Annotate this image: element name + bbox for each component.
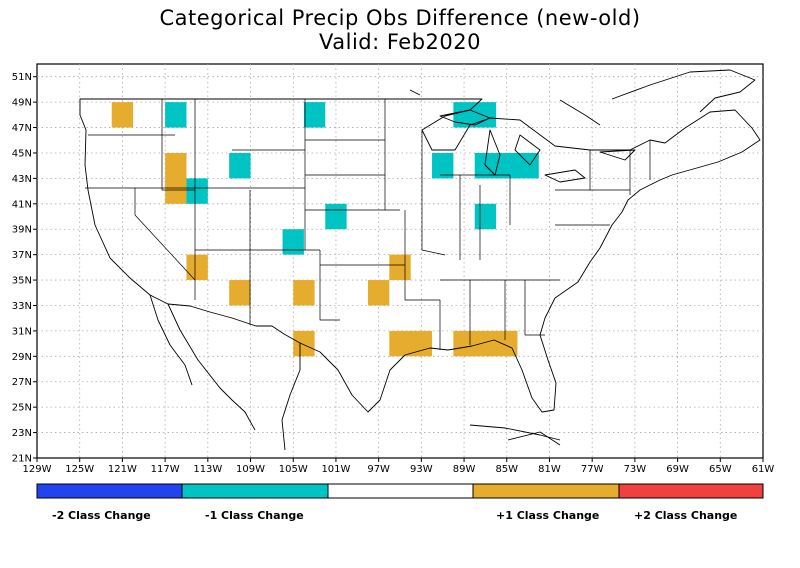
difference-cells xyxy=(111,102,539,357)
difference-cell xyxy=(229,152,251,179)
mexico-coast xyxy=(149,294,561,451)
lat-tick-label: 35N xyxy=(12,276,32,287)
lat-tick-label: 43N xyxy=(12,174,32,185)
difference-cell xyxy=(165,102,187,128)
map-title: Categorical Precip Obs Difference (new-o… xyxy=(159,6,641,30)
difference-cell xyxy=(389,254,411,281)
lat-tick-label: 37N xyxy=(12,250,32,261)
lon-tick-label: 109W xyxy=(236,464,265,475)
axes: 129W 125W 121W 117W 113W 109W 105W 101W 97W 93W 89… xyxy=(12,72,775,475)
lat-tick-label: 33N xyxy=(12,301,32,312)
lon-tick-label: 69W xyxy=(666,464,689,475)
lat-tick-label: 41N xyxy=(12,199,32,210)
difference-cell xyxy=(186,178,208,204)
difference-cell xyxy=(165,152,187,204)
difference-cell xyxy=(474,152,539,179)
difference-cell xyxy=(293,280,315,306)
lat-tick-label: 39N xyxy=(12,225,32,236)
difference-cell xyxy=(432,152,454,179)
lon-tick-label: 61W xyxy=(752,464,775,475)
lon-tick-label: 105W xyxy=(279,464,308,475)
lon-tick-label: 65W xyxy=(709,464,732,475)
colorbar xyxy=(36,483,764,499)
us-outline xyxy=(79,98,761,413)
difference-cell xyxy=(474,203,497,230)
lon-tick-label: 85W xyxy=(495,464,518,475)
lat-tick-label: 25N xyxy=(12,403,32,414)
difference-cell xyxy=(325,203,347,230)
lon-tick-label: 125W xyxy=(65,464,94,475)
difference-cell xyxy=(293,330,315,357)
lon-tick-label: 81W xyxy=(538,464,561,475)
lat-tick-label: 49N xyxy=(12,98,32,109)
difference-cell xyxy=(282,229,304,255)
lat-tick-label: 31N xyxy=(12,326,32,337)
colorbar-swatch-minus2 xyxy=(36,483,183,499)
lon-tick-label: 101W xyxy=(321,464,350,475)
boundaries xyxy=(79,69,761,451)
lon-tick-label: 129W xyxy=(23,464,52,475)
colorbar-swatch-minus1 xyxy=(181,483,329,499)
colorbar-swatch-zero xyxy=(327,483,474,499)
difference-cell xyxy=(111,102,134,128)
state-lines xyxy=(85,99,651,350)
legend-label-plus1: +1 Class Change xyxy=(496,509,600,522)
lat-tick-label: 47N xyxy=(12,123,32,134)
lat-tick-label: 51N xyxy=(12,72,32,83)
lat-tick-label: 21N xyxy=(12,454,32,465)
colorbar-swatch-plus2 xyxy=(618,483,764,499)
lon-tick-label: 77W xyxy=(581,464,604,475)
map-subtitle: Valid: Feb2020 xyxy=(319,30,481,54)
lat-tick-label: 29N xyxy=(12,352,32,363)
great-lakes xyxy=(439,109,636,183)
colorbar-swatch-plus1 xyxy=(472,483,620,499)
lon-tick-label: 73W xyxy=(624,464,647,475)
legend-label-minus2: -2 Class Change xyxy=(52,509,151,522)
lon-tick-label: 113W xyxy=(193,464,222,475)
lon-tick-label: 117W xyxy=(151,464,180,475)
legend-label-plus2: +2 Class Change xyxy=(634,509,738,522)
canada-coast xyxy=(409,69,756,126)
difference-cell xyxy=(453,330,518,357)
difference-cell xyxy=(186,254,208,281)
lat-tick-label: 23N xyxy=(12,428,32,439)
lon-tick-label: 121W xyxy=(108,464,137,475)
difference-cell xyxy=(303,102,326,128)
difference-cell xyxy=(229,280,251,306)
legend-label-minus1: -1 Class Change xyxy=(205,509,304,522)
lon-tick-label: 97W xyxy=(367,464,390,475)
difference-cell xyxy=(367,280,390,306)
lat-tick-label: 45N xyxy=(12,148,32,159)
lon-tick-label: 89W xyxy=(453,464,476,475)
lat-tick-label: 27N xyxy=(12,377,32,388)
difference-cell xyxy=(389,330,433,357)
lon-tick-label: 93W xyxy=(410,464,433,475)
